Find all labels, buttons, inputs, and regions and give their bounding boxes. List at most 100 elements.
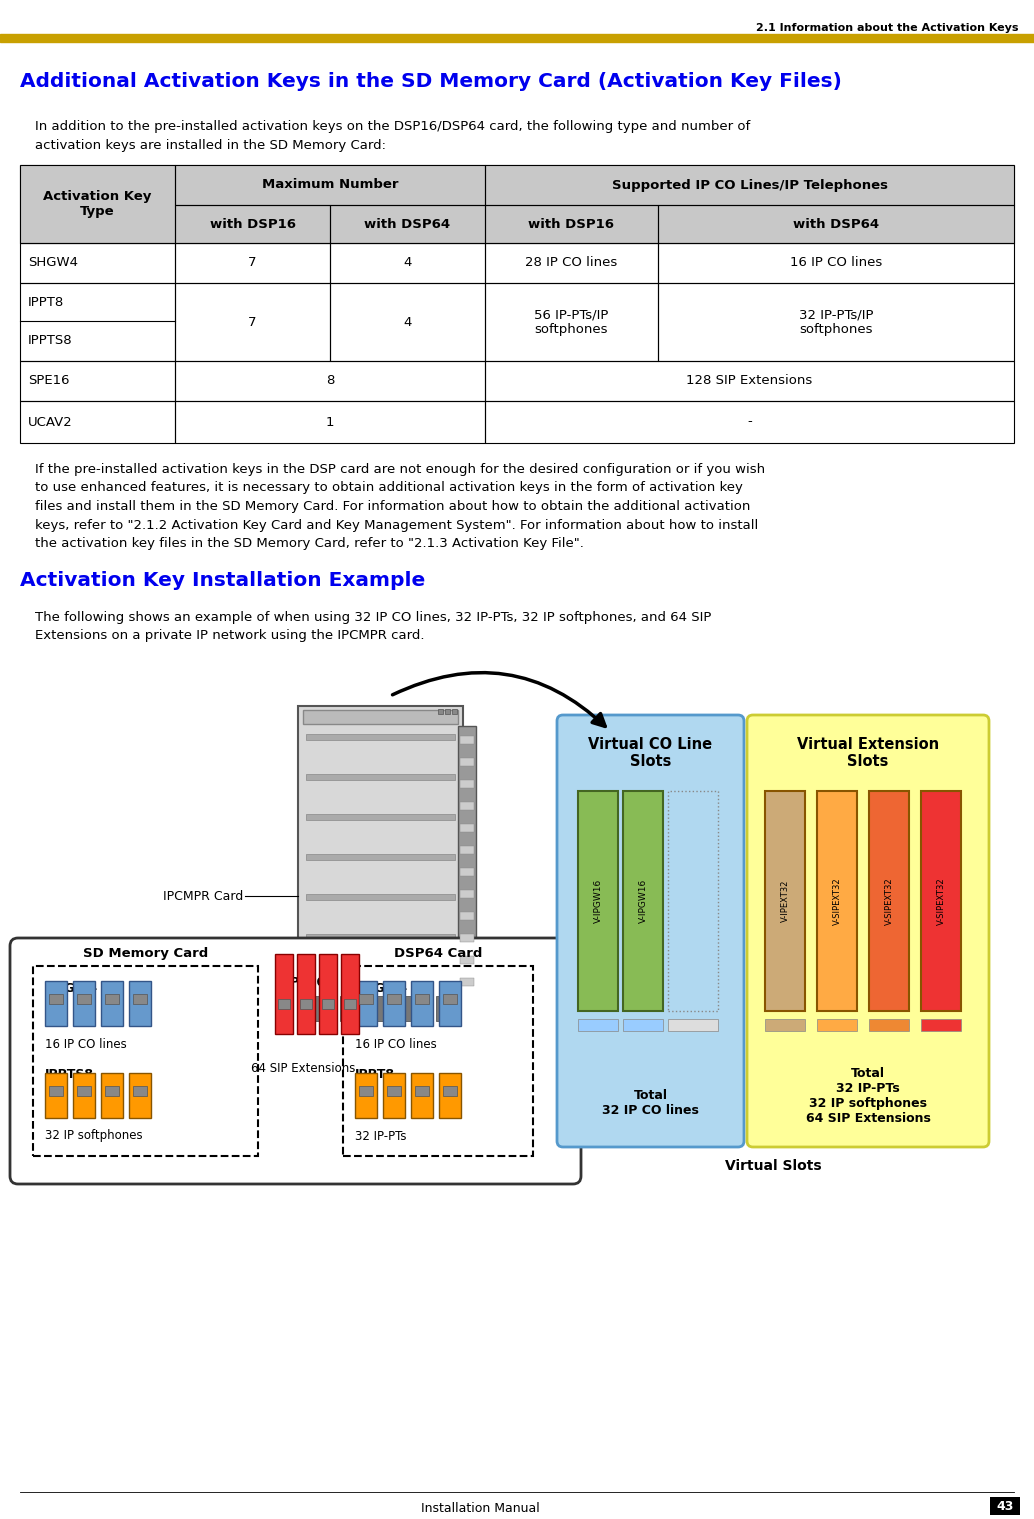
Text: with DSP64: with DSP64 [364,217,451,231]
Text: V-IPEXT32: V-IPEXT32 [781,880,790,922]
Bar [330,205,485,243]
Bar [356,996,368,1021]
Bar [175,401,485,444]
Text: The following shows an example of when using 32 IP CO lines, 32 IP-PTs, 32 IP so: The following shows an example of when u… [35,611,711,643]
Bar [921,1019,961,1031]
Bar [20,283,175,362]
Bar [33,966,258,1156]
Bar [175,243,330,283]
Bar [278,1000,290,1009]
Text: If the pre-installed activation keys in the DSP card are not enough for the desi: If the pre-installed activation keys in … [35,463,765,550]
Bar [765,1019,805,1031]
Text: 4: 4 [403,257,412,269]
FancyBboxPatch shape [557,715,744,1147]
Text: V-SIPEXT32: V-SIPEXT32 [937,876,945,925]
Bar [485,401,1014,444]
Bar [359,1086,373,1097]
Text: Virtual CO Line
Slots: Virtual CO Line Slots [588,737,712,769]
Text: SPE16: SPE16 [28,375,69,387]
Bar [388,996,400,1021]
Bar [460,802,474,810]
Bar [658,243,1014,283]
Text: Virtual Slots: Virtual Slots [725,1159,821,1173]
Text: Total
32 IP CO lines: Total 32 IP CO lines [602,1089,699,1116]
Bar [443,993,457,1004]
Text: 7: 7 [248,316,256,328]
Bar [383,1072,405,1118]
Bar [45,981,67,1025]
Bar [175,166,485,205]
Bar [359,993,373,1004]
Bar [485,362,1014,401]
Bar [344,1000,356,1009]
Bar [45,1072,67,1118]
Text: DSP64 Card: DSP64 Card [394,946,482,960]
Bar [817,1019,857,1031]
Bar [308,996,320,1021]
Bar [175,283,330,362]
Text: IPPTS8: IPPTS8 [45,1068,94,1080]
Bar [330,243,485,283]
Bar [175,166,485,205]
Bar [445,709,450,714]
Bar [306,734,455,740]
Bar [303,709,458,725]
Text: with DSP64: with DSP64 [793,217,879,231]
Bar [275,954,293,1034]
Bar [77,993,91,1004]
Bar [460,846,474,854]
Text: IPPT8: IPPT8 [355,1068,395,1080]
Text: 32 IP softphones: 32 IP softphones [45,1130,143,1142]
Bar [460,867,474,876]
Text: Activation Key Installation Example: Activation Key Installation Example [20,571,425,589]
Bar [410,981,433,1025]
Text: SPE16: SPE16 [281,975,325,989]
Bar [300,1000,312,1009]
Bar [817,791,857,1012]
Bar [330,283,485,362]
Bar [49,993,63,1004]
Bar [460,978,474,986]
Bar [101,1072,123,1118]
Text: -: - [748,416,752,428]
Text: 32 IP-PTs/IP
softphones: 32 IP-PTs/IP softphones [798,308,874,336]
Bar [49,1086,63,1097]
Bar [436,996,448,1021]
Text: with DSP16: with DSP16 [528,217,614,231]
Bar [20,243,175,283]
Text: Additional Activation Keys in the SD Memory Card (Activation Key Files): Additional Activation Keys in the SD Mem… [20,71,842,91]
Bar [658,205,1014,243]
Bar [355,981,377,1025]
Text: with DSP16: with DSP16 [210,217,296,231]
Text: V-IPGW16: V-IPGW16 [594,880,603,924]
Text: SHGW4: SHGW4 [45,981,97,995]
Bar [460,779,474,788]
Bar [668,1019,718,1031]
Bar [355,1072,377,1118]
Bar [460,890,474,898]
Text: SHGW4: SHGW4 [355,981,407,995]
Text: 128 SIP Extensions: 128 SIP Extensions [687,375,813,387]
Bar [306,895,455,899]
Text: V-SIPEXT32: V-SIPEXT32 [884,876,893,925]
Bar [387,993,401,1004]
Text: SD Memory Card: SD Memory Card [83,946,208,960]
Bar [105,1086,119,1097]
Text: 64 SIP Extensions: 64 SIP Extensions [251,1062,356,1075]
Text: 32 IP-PTs: 32 IP-PTs [355,1130,406,1142]
Text: Total
32 IP-PTs
32 IP softphones
64 SIP Extensions: Total 32 IP-PTs 32 IP softphones 64 SIP … [805,1066,931,1126]
Bar [20,401,175,444]
Bar [324,996,336,1021]
Bar [485,243,658,283]
Bar [458,726,476,1006]
Bar [77,1086,91,1097]
Bar [129,1072,151,1118]
Bar [668,791,718,1012]
Text: 7: 7 [248,257,256,269]
Bar [372,996,384,1021]
Bar [20,166,175,243]
Text: IPCMPR Card: IPCMPR Card [162,890,243,902]
Bar [439,981,461,1025]
Bar [578,791,618,1012]
Text: 16 IP CO lines: 16 IP CO lines [790,257,882,269]
